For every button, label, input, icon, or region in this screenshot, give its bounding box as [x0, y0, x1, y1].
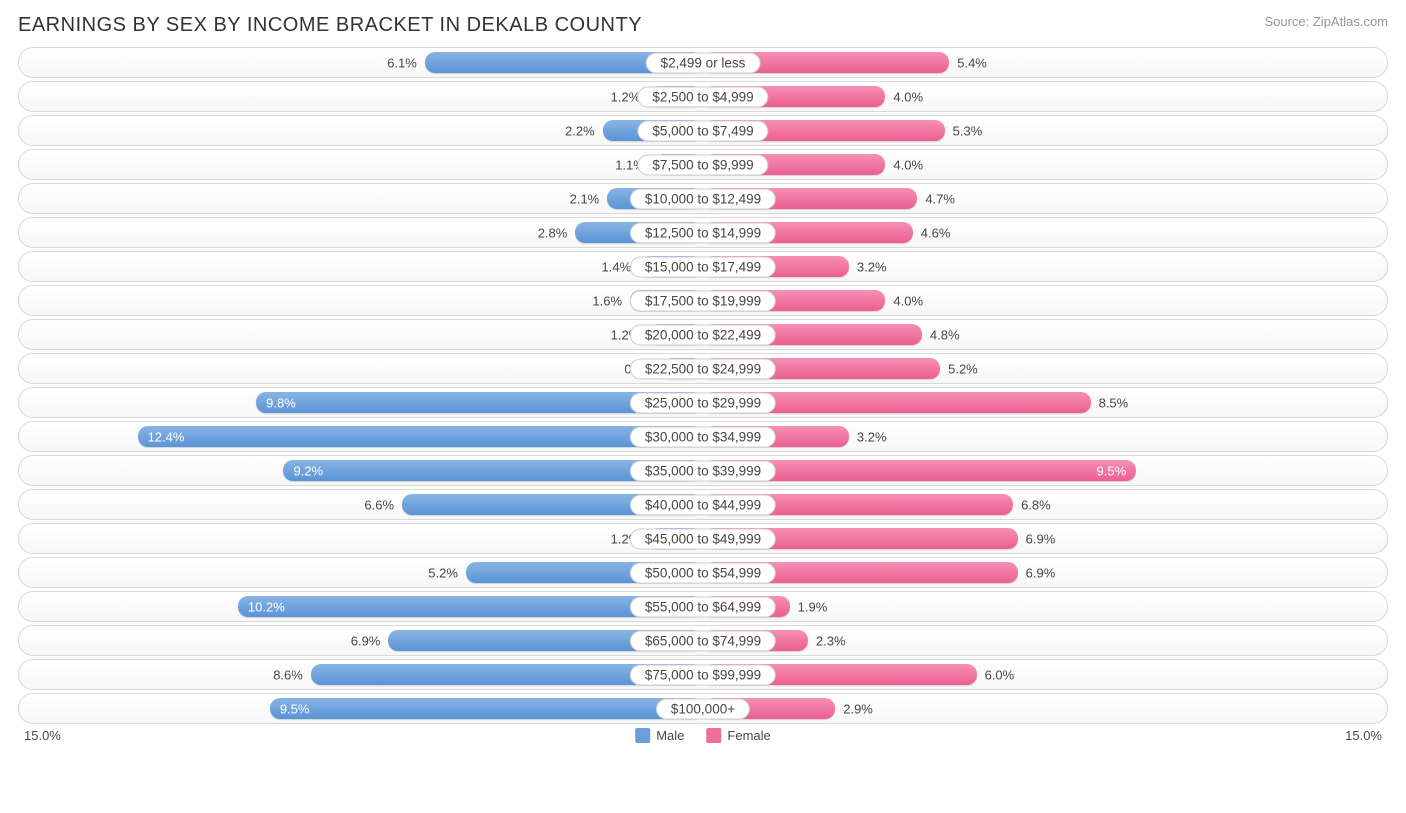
female-value: 5.4% [949, 55, 987, 70]
female-value: 6.9% [1018, 565, 1056, 580]
male-bar: 12.4% [138, 426, 703, 447]
legend: Male Female [635, 728, 771, 743]
male-value: 6.1% [387, 55, 425, 70]
male-value: 6.9% [351, 633, 389, 648]
male-bar: 9.5% [270, 698, 703, 719]
male-value: 12.4% [148, 429, 185, 444]
male-value: 9.5% [280, 701, 310, 716]
female-value: 1.9% [790, 599, 828, 614]
female-value: 4.7% [917, 191, 955, 206]
female-value: 6.0% [977, 667, 1015, 682]
female-value: 3.2% [849, 429, 887, 444]
female-value: 2.9% [835, 701, 873, 716]
female-value: 5.2% [940, 361, 978, 376]
chart-row: 9.2% 9.5% $35,000 to $39,999 [18, 455, 1388, 486]
female-value: 6.9% [1018, 531, 1056, 546]
female-value: 6.8% [1013, 497, 1051, 512]
chart-row: 6.1% 5.4% $2,499 or less [18, 47, 1388, 78]
female-swatch-icon [706, 728, 721, 743]
source-attribution: Source: ZipAtlas.com [1264, 14, 1388, 29]
chart-row: 2.8% 4.6% $12,500 to $14,999 [18, 217, 1388, 248]
category-pill: $2,499 or less [646, 52, 761, 73]
diverging-bar-chart: 6.1%5.4%$2,499 or less1.2%4.0%$2,500 to … [18, 47, 1388, 724]
male-value: 9.8% [266, 395, 296, 410]
female-value: 4.0% [885, 293, 923, 308]
category-pill: $30,000 to $34,999 [630, 426, 776, 447]
female-value: 2.3% [808, 633, 846, 648]
female-value: 9.5% [1097, 463, 1127, 478]
chart-row: 9.8% 8.5% $25,000 to $29,999 [18, 387, 1388, 418]
female-value: 4.6% [913, 225, 951, 240]
chart-row: 10.2% 1.9% $55,000 to $64,999 [18, 591, 1388, 622]
chart-row: 2.2% 5.3% $5,000 to $7,499 [18, 115, 1388, 146]
category-pill: $40,000 to $44,999 [630, 494, 776, 515]
male-value: 5.2% [428, 565, 466, 580]
female-value: 8.5% [1091, 395, 1129, 410]
male-value: 1.6% [592, 293, 630, 308]
chart-row: 1.2%6.9%$45,000 to $49,999 [18, 523, 1388, 554]
category-pill: $50,000 to $54,999 [630, 562, 776, 583]
category-pill: $5,000 to $7,499 [637, 120, 768, 141]
chart-row: 2.1% 4.7% $10,000 to $12,499 [18, 183, 1388, 214]
category-pill: $55,000 to $64,999 [630, 596, 776, 617]
category-pill: $20,000 to $22,499 [630, 324, 776, 345]
legend-label-male: Male [656, 728, 684, 743]
male-value: 8.6% [273, 667, 311, 682]
chart-row: 1.2%4.0%$2,500 to $4,999 [18, 81, 1388, 112]
chart-row: 6.6% 6.8% $40,000 to $44,999 [18, 489, 1388, 520]
chart-row: 8.6% 6.0% $75,000 to $99,999 [18, 659, 1388, 690]
chart-row: 1.2%4.8%$20,000 to $22,499 [18, 319, 1388, 350]
category-pill: $22,500 to $24,999 [630, 358, 776, 379]
category-pill: $17,500 to $19,999 [630, 290, 776, 311]
male-value: 2.2% [565, 123, 603, 138]
category-pill: $12,500 to $14,999 [630, 222, 776, 243]
chart-row: 6.9% 2.3% $65,000 to $74,999 [18, 625, 1388, 656]
chart-footer: 15.0% Male Female 15.0% [18, 728, 1388, 743]
category-pill: $25,000 to $29,999 [630, 392, 776, 413]
legend-item-male: Male [635, 728, 684, 743]
legend-item-female: Female [706, 728, 770, 743]
category-pill: $45,000 to $49,999 [630, 528, 776, 549]
female-value: 4.8% [922, 327, 960, 342]
female-value: 4.0% [885, 89, 923, 104]
male-value: 6.6% [364, 497, 402, 512]
category-pill: $75,000 to $99,999 [630, 664, 776, 685]
male-value: 2.1% [570, 191, 608, 206]
x-axis-max-left: 15.0% [18, 728, 703, 743]
female-value: 5.3% [945, 123, 983, 138]
male-value: 2.8% [538, 225, 576, 240]
female-value: 4.0% [885, 157, 923, 172]
chart-row: 1.6% 4.0% $17,500 to $19,999 [18, 285, 1388, 316]
chart-row: 1.1%4.0%$7,500 to $9,999 [18, 149, 1388, 180]
category-pill: $2,500 to $4,999 [637, 86, 768, 107]
category-pill: $10,000 to $12,499 [630, 188, 776, 209]
chart-row: 12.4% 3.2% $30,000 to $34,999 [18, 421, 1388, 452]
chart-title: EARNINGS BY SEX BY INCOME BRACKET IN DEK… [18, 14, 642, 37]
chart-row: 5.2% 6.9% $50,000 to $54,999 [18, 557, 1388, 588]
x-axis-max-right: 15.0% [703, 728, 1388, 743]
male-value: 9.2% [293, 463, 323, 478]
category-pill: $35,000 to $39,999 [630, 460, 776, 481]
category-pill: $7,500 to $9,999 [637, 154, 768, 175]
female-value: 3.2% [849, 259, 887, 274]
chart-row: 0.9%5.2%$22,500 to $24,999 [18, 353, 1388, 384]
male-value: 10.2% [248, 599, 285, 614]
category-pill: $65,000 to $74,999 [630, 630, 776, 651]
category-pill: $100,000+ [656, 698, 750, 719]
legend-label-female: Female [727, 728, 770, 743]
category-pill: $15,000 to $17,499 [630, 256, 776, 277]
male-swatch-icon [635, 728, 650, 743]
chart-row: 9.5% 2.9% $100,000+ [18, 693, 1388, 724]
chart-row: 1.4%3.2%$15,000 to $17,499 [18, 251, 1388, 282]
